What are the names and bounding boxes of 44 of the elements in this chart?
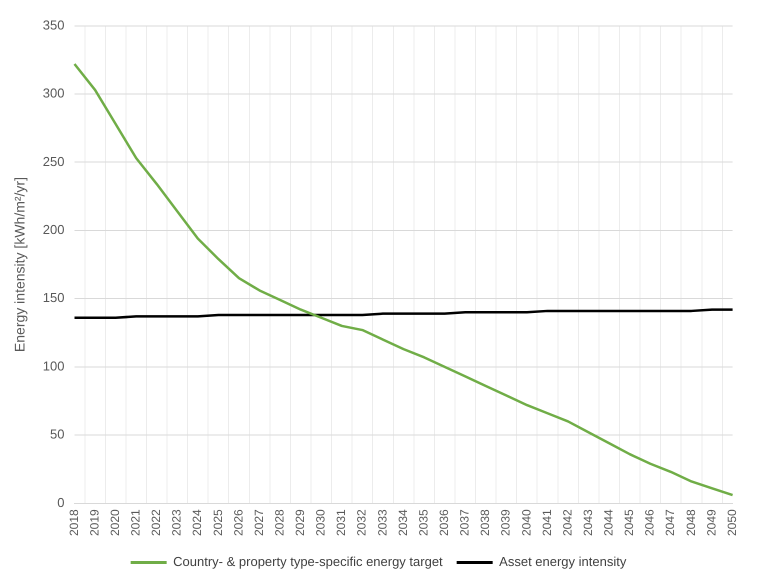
x-tick-label: 2046: [642, 508, 657, 536]
x-tick-label: 2032: [354, 508, 369, 536]
y-tick-label: 200: [42, 222, 64, 238]
x-tick-label: 2038: [478, 508, 492, 536]
x-tick-label: 2022: [149, 508, 164, 536]
x-tick-label: 2043: [580, 508, 595, 536]
x-tick-label: 2040: [519, 508, 534, 536]
x-tick-label: 2030: [314, 508, 328, 536]
x-tick-label: 2023: [170, 508, 184, 536]
x-tick-label: 2034: [396, 508, 410, 536]
x-tick-label: 2035: [416, 508, 430, 536]
x-tick-label: 2037: [458, 508, 472, 536]
x-tick-label: 2019: [87, 508, 102, 536]
y-axis-title: Energy intensity [kWh/m²/yr]: [11, 177, 28, 352]
x-tick-label: 2020: [108, 508, 122, 536]
x-tick-label: 2028: [272, 508, 286, 536]
x-tick-label: 2029: [293, 508, 308, 536]
x-tick-label: 2033: [375, 508, 390, 536]
y-tick-label: 50: [50, 426, 64, 442]
x-tick-label: 2018: [66, 508, 81, 536]
x-tick-label: 2044: [602, 508, 616, 536]
legend-label: Country- & property type-specific energy target: [173, 554, 444, 570]
x-tick-label: 2039: [498, 508, 513, 536]
x-tick-label: 2050: [724, 508, 739, 536]
legend-label: Asset energy intensity: [499, 554, 627, 570]
x-tick-label: 2042: [560, 508, 574, 536]
x-tick-label: 2026: [231, 508, 246, 536]
x-tick-label: 2024: [190, 508, 204, 536]
x-tick-label: 2025: [210, 508, 225, 536]
y-tick-label: 150: [42, 290, 64, 306]
x-tick-label: 2036: [436, 508, 451, 536]
y-tick-label: 250: [42, 154, 64, 169]
y-tick-label: 100: [42, 358, 64, 374]
x-tick-label: 2027: [252, 508, 266, 536]
x-tick-label: 2045: [622, 508, 636, 536]
x-tick-label: 2041: [540, 508, 554, 536]
x-tick-label: 2047: [663, 508, 678, 536]
x-tick-label: 2049: [704, 508, 718, 536]
x-tick-label: 2048: [684, 508, 698, 536]
x-tick-label: 2021: [128, 508, 142, 536]
y-tick-label: 0: [57, 494, 64, 510]
y-tick-label: 300: [42, 86, 64, 101]
x-tick-label: 2031: [334, 508, 348, 536]
y-tick-label: 350: [42, 17, 64, 32]
